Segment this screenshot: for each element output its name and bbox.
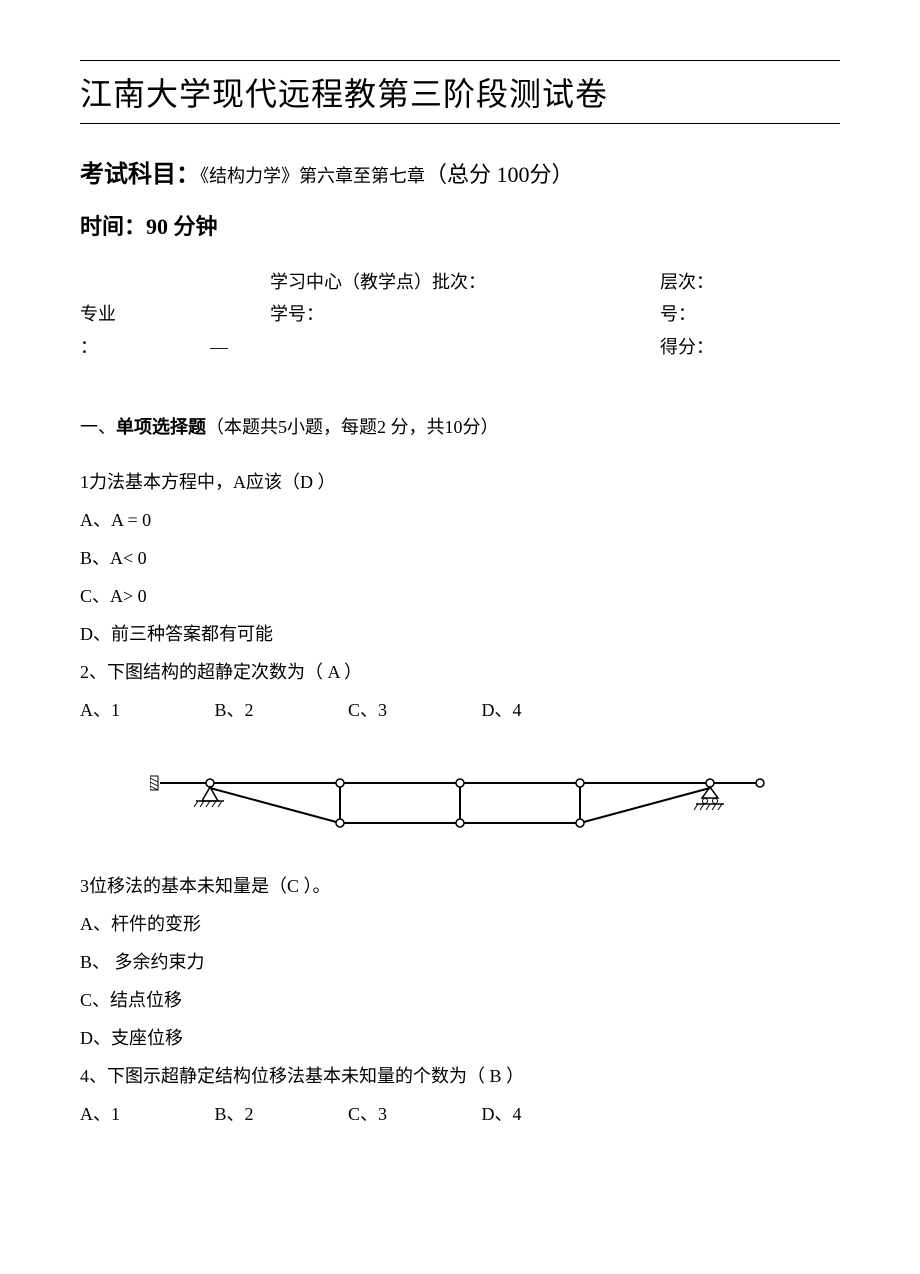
subject-content: 《结构力学》第六章至第七章 xyxy=(200,166,425,186)
title-section: 江南大学现代远程教第三阶段测试卷 xyxy=(80,60,840,124)
q3-stem: 3位移法的基本未知量是（C ）。 xyxy=(80,868,840,904)
q1-b-text: A< 0 xyxy=(110,548,147,568)
q3-c: C、结点位移 xyxy=(80,982,840,1018)
info-row3-right: 得分： xyxy=(660,331,840,363)
q4-options: A、1 B、2 C、3 D、4 xyxy=(80,1096,840,1132)
bottom-right-diag xyxy=(580,788,710,823)
subject-label: 考试科目： xyxy=(80,162,200,188)
left-support-icon xyxy=(150,776,158,790)
q1-stem: 1力法基本方程中，A应该（D ） xyxy=(80,464,840,500)
q1-a-label: A、 xyxy=(80,510,111,530)
q2-a: A、1 xyxy=(80,692,120,728)
q2-c: C、3 xyxy=(348,692,387,728)
section-title: 单项选择题 xyxy=(116,417,206,437)
section-desc: （本题共5小题，每题2 分，共10分） xyxy=(206,417,499,437)
q1-b-label: B、 xyxy=(80,548,110,568)
info-row3-center: — xyxy=(170,331,660,363)
info-row1-right: 层次： xyxy=(660,266,840,298)
q1-a: A、A = 0 xyxy=(80,502,840,538)
q4-d: D、4 xyxy=(482,1096,522,1132)
hinge-8 xyxy=(576,819,584,827)
hinge-4 xyxy=(576,779,584,787)
info-row2-left: 专业 xyxy=(80,298,170,330)
hinge-2 xyxy=(336,779,344,787)
info-row-1: 学习中心（教学点）批次： 层次： xyxy=(80,266,840,298)
info-row2-center: 学号： xyxy=(170,298,660,330)
truss-diagram-container xyxy=(80,768,840,848)
q1-c-label: C、 xyxy=(80,586,110,606)
info-row-2: 专业 学号： 号： xyxy=(80,298,840,330)
info-row3-left: ： xyxy=(80,331,170,363)
q1-c: C、A> 0 xyxy=(80,578,840,614)
q4-c: C、3 xyxy=(348,1096,387,1132)
q2-options: A、1 B、2 C、3 D、4 xyxy=(80,692,840,728)
q1-c-text: A> 0 xyxy=(110,586,147,606)
hinge-6 xyxy=(336,819,344,827)
info-row1-center: 学习中心（教学点）批次： xyxy=(170,266,660,298)
time-line: 时间：90 分钟 xyxy=(80,209,840,241)
section-header: 一、单项选择题（本题共5小题，每题2 分，共10分） xyxy=(80,413,840,439)
q4-stem: 4、下图示超静定结构位移法基本未知量的个数为（ B ） xyxy=(80,1058,840,1094)
q1-b: B、A< 0 xyxy=(80,540,840,576)
hinge-right-end xyxy=(756,779,764,787)
subject-total: （总分 100分） xyxy=(425,162,574,187)
truss-diagram xyxy=(150,768,770,848)
hinge-7 xyxy=(456,819,464,827)
q3-d: D、支座位移 xyxy=(80,1020,840,1056)
q1-a-text: A = 0 xyxy=(111,510,151,530)
q2-b: B、2 xyxy=(215,692,254,728)
bottom-left-diag xyxy=(210,788,340,823)
page-title: 江南大学现代远程教第三阶段测试卷 xyxy=(80,69,840,115)
q1-d: D、前三种答案都有可能 xyxy=(80,616,840,652)
subject-line: 考试科目：《结构力学》第六章至第七章（总分 100分） xyxy=(80,154,840,189)
q2-d: D、4 xyxy=(482,692,522,728)
q4-a: A、1 xyxy=(80,1096,120,1132)
q3-a: A、杆件的变形 xyxy=(80,906,840,942)
info-block: 学习中心（教学点）批次： 层次： 专业 学号： 号： ： — 得分： xyxy=(80,266,840,363)
info-row2-right: 号： xyxy=(660,298,840,330)
q2-stem: 2、下图结构的超静定次数为（ A ） xyxy=(80,654,840,690)
section-prefix: 一、 xyxy=(80,417,116,437)
info-row-3: ： — 得分： xyxy=(80,331,840,363)
q4-b: B、2 xyxy=(215,1096,254,1132)
q3-b: B、 多余约束力 xyxy=(80,944,840,980)
hinge-3 xyxy=(456,779,464,787)
